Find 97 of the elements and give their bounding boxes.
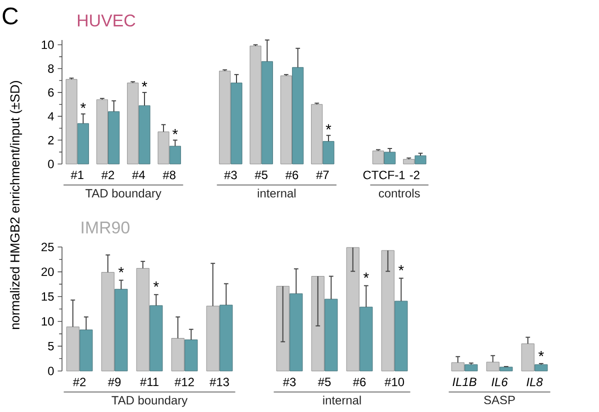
x-tick-label: #6 [285,170,298,180]
bar [521,343,534,372]
bar [150,305,163,372]
y-tick-label: 5 [48,342,54,350]
x-tick-label: #5 [318,378,331,386]
bar [311,104,323,164]
x-tick-label: #5 [254,170,268,180]
x-tick-label: #11 [140,378,158,386]
bar [534,364,548,372]
bar [80,330,93,372]
bar [414,155,426,164]
y-tick-label: 0 [48,160,54,168]
annotation: * [398,265,404,270]
chart-title: HUVEC [78,14,136,27]
bar [66,79,78,164]
bar [206,306,220,372]
bar [311,276,324,372]
annotation: * [80,102,86,108]
y-tick-label: 6 [48,88,54,97]
bar [184,340,198,372]
text: internal [258,188,296,198]
annotation: * [172,129,178,134]
bar [77,123,89,164]
annotation: * [538,350,544,356]
x-tick-label: #13 [210,378,229,386]
bar [219,70,231,164]
x-tick-label: IL6 [492,378,508,386]
bar [486,362,500,372]
x-tick-label: #8 [162,170,176,180]
text: controls [378,188,420,198]
text: internal [323,396,361,404]
x-tick-label: #2 [101,170,114,180]
y-tick-label: 2 [48,136,54,144]
y-tick-label: 0 [48,366,54,376]
y-tick-label: 10 [42,40,54,49]
x-tick-label: #3 [224,170,237,180]
bar [220,304,233,372]
annotation: * [142,81,148,87]
y-axis-title: normalized HMGB2 enrichment/input (±SD) [10,80,22,329]
annotation: * [153,282,159,287]
annotation: * [118,267,124,272]
bar [464,364,478,372]
bar [322,141,334,164]
x-tick-label: #10 [384,378,404,386]
bar [230,82,242,164]
annotation: * [363,272,369,278]
bar [250,46,262,164]
bar [292,67,304,164]
bar [127,82,139,164]
bar [280,76,292,164]
bar [360,306,373,372]
bar [346,247,360,372]
y-tick-label: 10 [42,317,54,326]
x-tick-label: IL8 [526,378,543,386]
x-tick-label: #1 [70,170,84,179]
x-tick-label: CTCF-1 [363,170,405,180]
x-tick-label: #3 [282,378,296,386]
bar [500,366,513,372]
x-tick-label: #7 [316,170,329,179]
bar [276,286,290,372]
bar [290,293,303,372]
bar [108,111,120,164]
y-tick-label: 8 [48,64,54,73]
x-tick-label: #12 [174,378,194,386]
y-tick-label: 20 [42,268,54,276]
x-tick-label: IL1B [452,378,476,386]
bar [261,61,273,164]
y-tick-label: 25 [42,242,54,252]
y-tick-label: 4 [48,112,54,120]
bar [66,326,80,372]
bar [381,250,394,372]
x-tick-label: #4 [132,170,145,179]
bar [171,338,184,372]
bar [101,272,114,372]
bar [384,152,396,164]
bar [372,150,384,164]
bar [96,99,108,164]
bar [394,300,408,372]
bar [114,288,128,372]
bar [158,132,170,164]
annotation: * [326,124,332,130]
y-tick-label: 15 [42,292,54,301]
x-tick-label: -2 [410,170,420,180]
text: C [2,8,18,24]
chart-title: IMR90 [82,222,130,234]
bar [169,146,181,164]
text: SASP [484,396,515,404]
bar [136,268,150,372]
bar [451,362,464,372]
bar [324,298,338,372]
text: TAD boundary [86,188,162,200]
bar [403,158,415,164]
x-tick-label: #2 [72,378,86,386]
x-tick-label: #9 [108,378,121,386]
x-tick-label: #6 [352,378,366,386]
text: TAD boundary [112,396,188,407]
bar [138,105,150,164]
